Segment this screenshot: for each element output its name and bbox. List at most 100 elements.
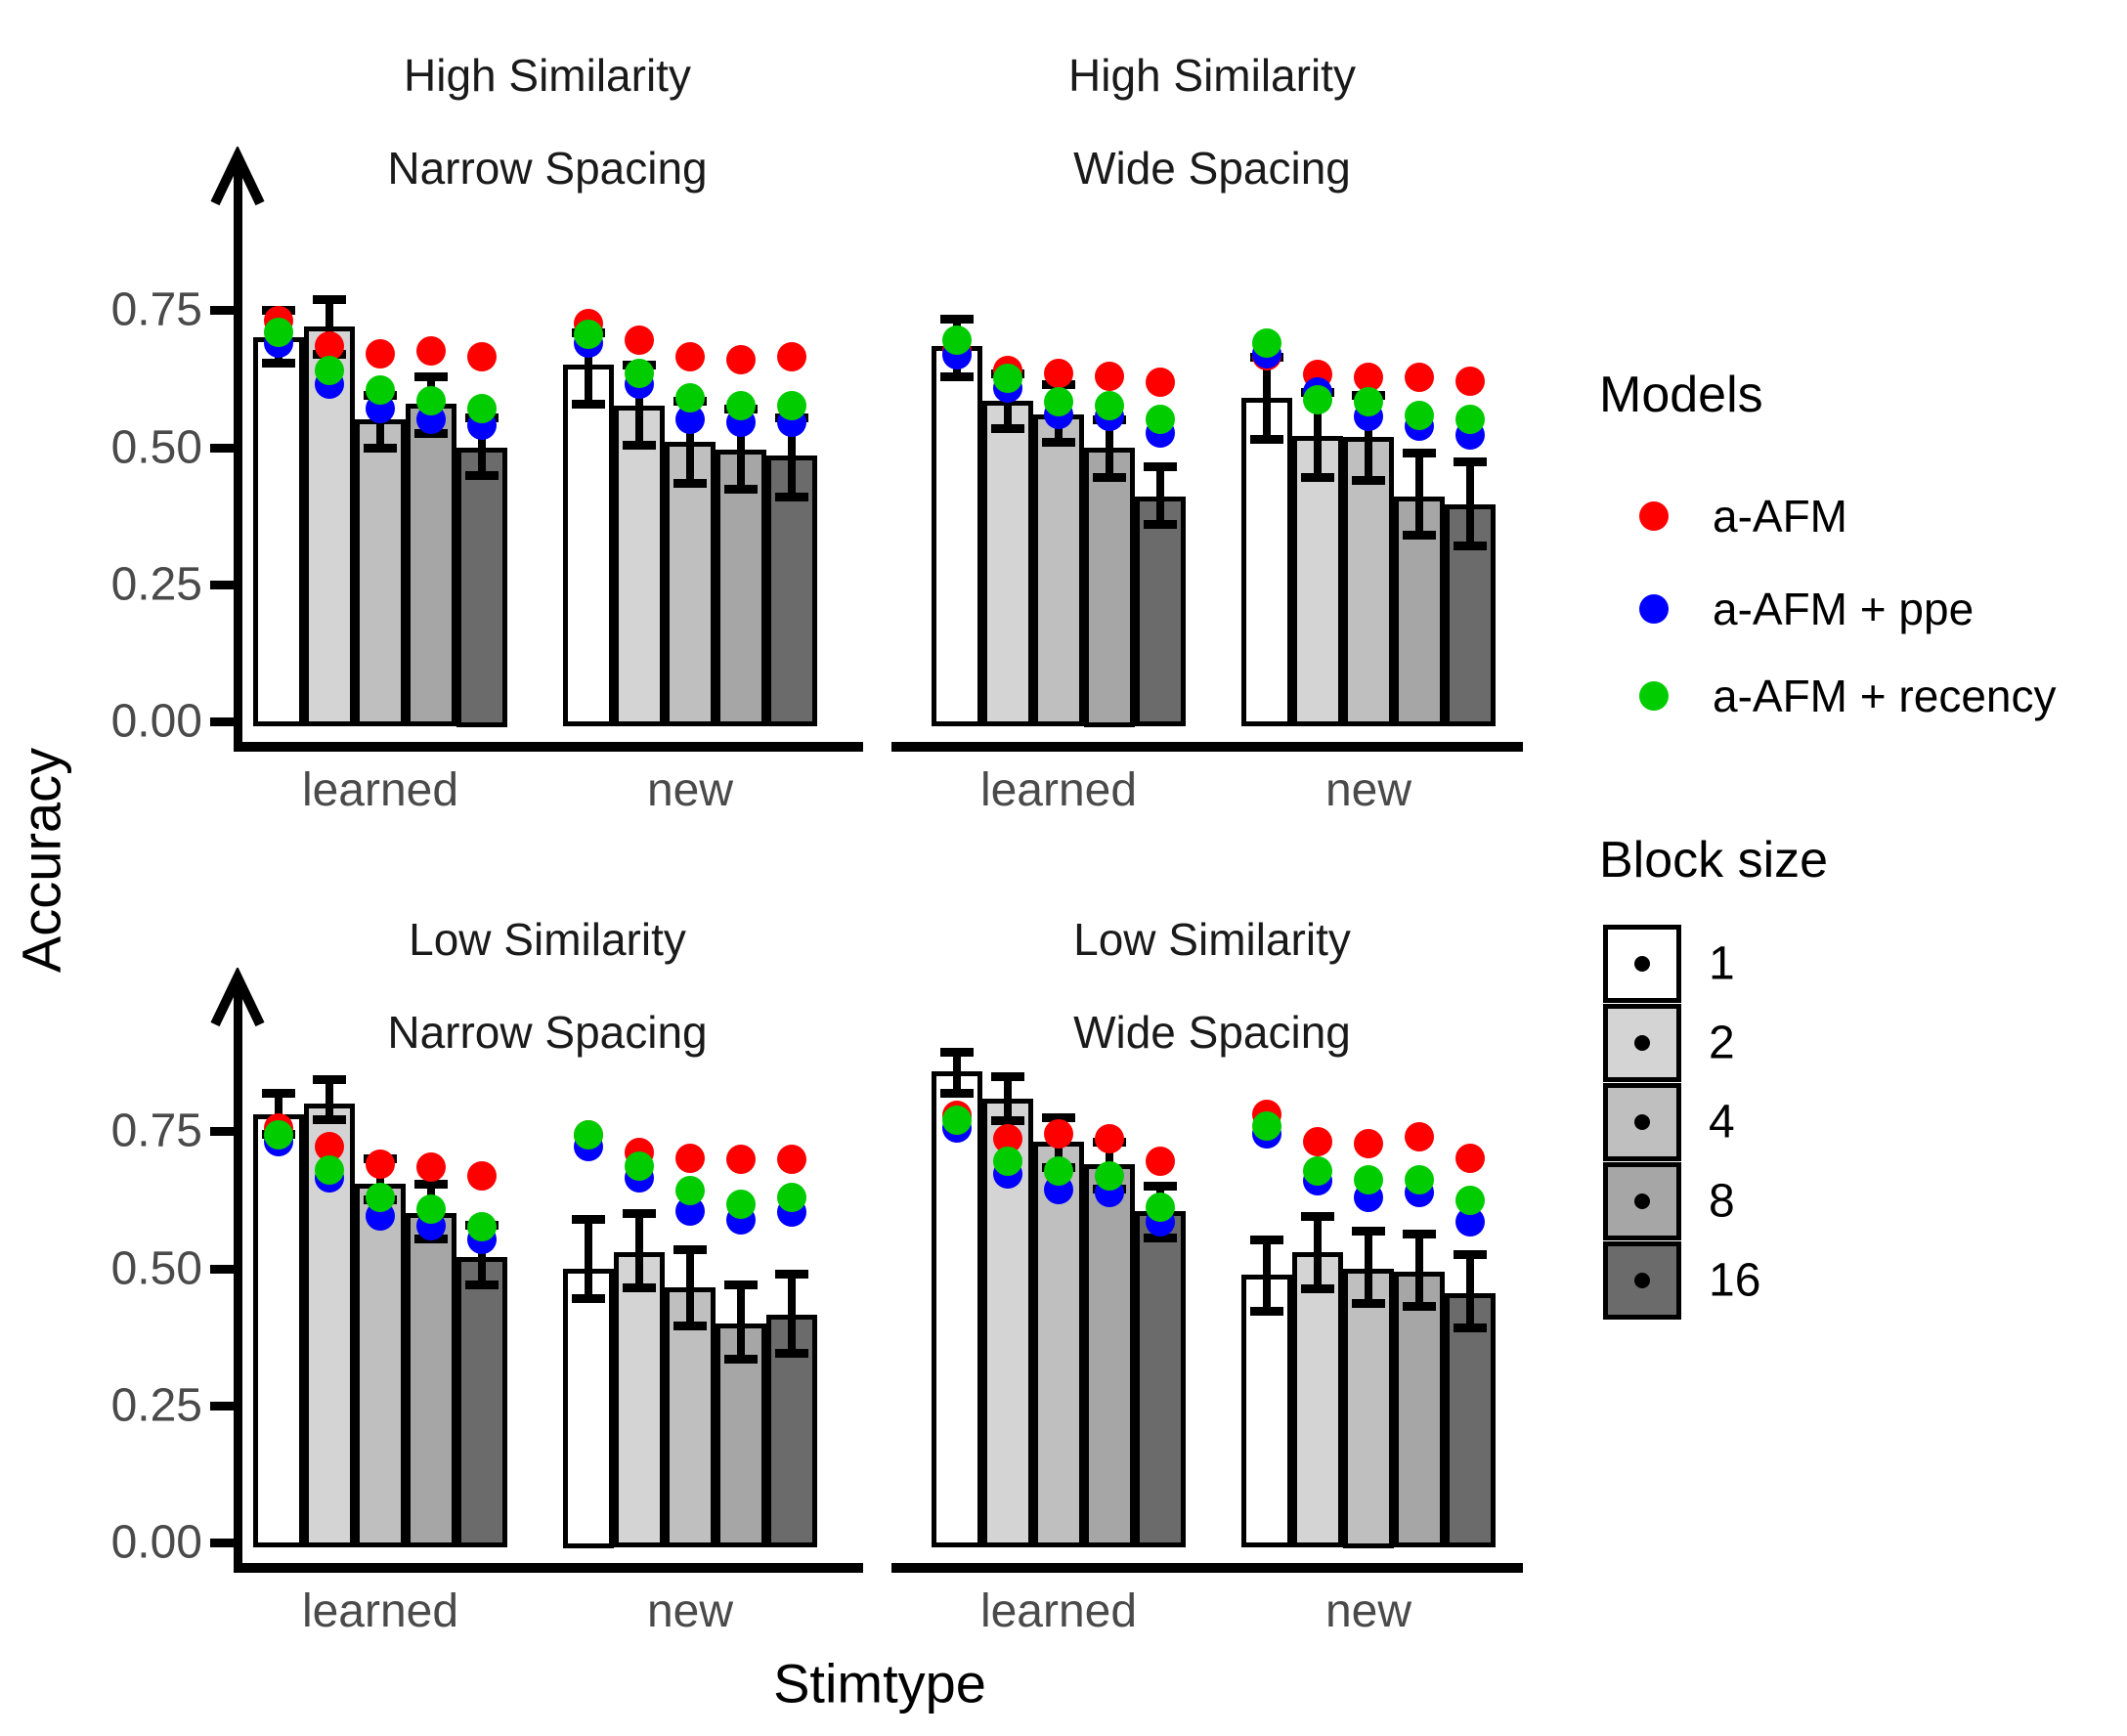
dot-a_afm_recency-high-narrow-new-block2 (625, 359, 654, 388)
dot-a_afm_recency-low-wide-new-block2 (1303, 1156, 1332, 1186)
dot-a_afm_recency-high-wide-learned-block1 (942, 326, 972, 355)
legend-key-dot-icon (1634, 1273, 1650, 1288)
y-tick-label: 0.75 (110, 283, 202, 336)
y-axis-arrow-icon (208, 966, 267, 1030)
bar-low-wide-new-block2 (1292, 1252, 1343, 1547)
legend-blocksize-key-16 (1603, 1241, 1681, 1320)
dot-a_afm_recency-low-narrow-new-block4 (675, 1176, 705, 1205)
errorbar-cap-bottom (623, 1283, 656, 1292)
errorbar-cap-bottom (991, 424, 1024, 433)
dot-a_afm_recency-low-narrow-learned-block8 (416, 1194, 446, 1224)
dot-a_afm-low-wide-new-block8 (1405, 1122, 1434, 1151)
errorbar-stem (585, 1219, 592, 1298)
bar-low-narrow-new-block1 (563, 1269, 614, 1548)
bar-low-wide-new-block4 (1343, 1269, 1394, 1548)
dot-a_afm_recency-high-wide-learned-block4 (1044, 387, 1073, 416)
bar-high-narrow-learned-block2 (304, 326, 355, 726)
errorbar-cap-bottom (1454, 542, 1487, 550)
legend-dot-icon-a_afm (1639, 501, 1669, 531)
dot-a_afm_recency-low-narrow-new-block8 (726, 1190, 756, 1219)
legend-models-item-a_afm: a-AFM (1639, 490, 1847, 542)
dot-a_afm_recency-high-narrow-new-block1 (574, 320, 603, 349)
dot-a_afm-high-narrow-learned-block16 (467, 342, 497, 371)
errorbar-cap-bottom (623, 441, 656, 450)
dot-a_afm_recency-low-wide-new-block8 (1405, 1165, 1434, 1194)
errorbar-cap-bottom (775, 1349, 808, 1358)
errorbar-stem (1365, 1231, 1372, 1303)
dot-a_afm-high-wide-learned-block4 (1044, 359, 1073, 388)
dot-a_afm_recency-high-narrow-learned-block8 (416, 386, 446, 415)
dot-a_afm_recency-low-wide-new-block1 (1252, 1111, 1281, 1141)
errorbar-cap-top (572, 1215, 605, 1224)
bar-low-wide-new-block1 (1241, 1275, 1292, 1547)
errorbar-stem (1415, 1234, 1423, 1306)
errorbar-cap-top (1403, 1230, 1436, 1238)
legend-models-item-a_afm_ppe: a-AFM + ppe (1639, 583, 1974, 635)
dot-a_afm_recency-low-wide-learned-block16 (1146, 1193, 1175, 1222)
dot-a_afm_recency-high-wide-learned-block2 (993, 364, 1022, 393)
bar-high-wide-learned-block16 (1135, 497, 1186, 726)
x-category-label-high-wide-learned: learned (979, 764, 1138, 816)
legend-key-dot-icon (1634, 1035, 1650, 1051)
dot-a_afm-high-narrow-learned-block8 (416, 336, 446, 366)
dot-a_afm_recency-high-wide-new-block2 (1303, 385, 1332, 414)
errorbar-cap-bottom (775, 493, 808, 501)
legend-models-label-a_afm_ppe: a-AFM + ppe (1713, 584, 1975, 634)
dot-a_afm-low-narrow-new-block16 (777, 1145, 806, 1174)
dot-a_afm-low-narrow-learned-block4 (366, 1150, 395, 1179)
y-tick-label: 0.75 (110, 1105, 202, 1157)
legend-blocksize-key-1 (1603, 925, 1681, 1003)
errorbar-cap-bottom (1301, 473, 1334, 482)
errorbar-cap-top (1144, 462, 1177, 471)
dot-a_afm-low-wide-learned-block16 (1146, 1147, 1175, 1176)
errorbar-cap-bottom (673, 1322, 707, 1330)
legend-blocksize-label-16: 16 (1709, 1254, 1761, 1307)
dot-a_afm_recency-low-wide-learned-block1 (942, 1106, 972, 1135)
legend-blocksize-key-2 (1603, 1004, 1681, 1082)
errorbar-cap-top (623, 1209, 656, 1218)
bar-high-narrow-learned-block8 (406, 404, 456, 726)
errorbar-cap-bottom (1301, 1284, 1334, 1293)
dot-a_afm-low-narrow-new-block8 (726, 1145, 756, 1174)
x-axis-line-row0-col0 (234, 742, 863, 752)
bar-high-narrow-learned-block4 (355, 419, 406, 726)
bar-low-narrow-learned-block4 (355, 1184, 406, 1547)
y-tick-label: 0.00 (110, 695, 202, 748)
errorbar-stem (1263, 357, 1271, 439)
errorbar-cap-bottom (313, 1115, 346, 1124)
y-tick-label: 0.50 (110, 1242, 202, 1295)
facet-title-low-narrow-line2: Narrow Spacing (387, 1007, 708, 1058)
dot-a_afm_recency-high-wide-new-block1 (1252, 328, 1281, 358)
dot-a_afm-high-narrow-new-block4 (675, 342, 705, 371)
dot-a_afm-low-wide-new-block2 (1303, 1127, 1332, 1156)
dot-a_afm_recency-high-narrow-learned-block2 (315, 356, 344, 385)
legend-key-dot-icon (1634, 1194, 1650, 1209)
errorbar-stem (788, 1274, 796, 1353)
errorbar-stem (326, 299, 333, 354)
bar-low-wide-new-block8 (1394, 1272, 1445, 1547)
errorbar-stem (1314, 1216, 1322, 1288)
y-tick-mark (210, 306, 234, 315)
errorbar-cap-top (724, 1280, 758, 1289)
errorbar-cap-top (1403, 449, 1436, 457)
x-category-label-low-wide-new: new (1324, 1585, 1412, 1637)
legend-blocksize-title: Block size (1599, 832, 1829, 889)
errorbar-stem (1466, 1254, 1474, 1326)
dot-a_afm-high-narrow-new-block16 (777, 342, 806, 371)
errorbar-stem (1156, 466, 1164, 524)
bar-high-wide-new-block2 (1292, 436, 1343, 726)
errorbar-cap-bottom (572, 1294, 605, 1303)
dot-a_afm-high-wide-learned-block8 (1095, 362, 1124, 391)
dot-a_afm_recency-high-narrow-new-block8 (726, 391, 756, 420)
dot-a_afm_recency-low-narrow-learned-block2 (315, 1155, 344, 1185)
errorbar-stem (585, 332, 592, 404)
y-tick-label: 0.50 (110, 421, 202, 474)
errorbar-stem (478, 417, 486, 475)
legend-dot-icon-a_afm_recency (1639, 681, 1669, 711)
x-category-label-high-narrow-new: new (646, 764, 734, 816)
dot-a_afm-high-wide-new-block8 (1405, 363, 1434, 392)
errorbar-stem (737, 1284, 745, 1359)
facet-title-high-narrow-line1: High Similarity (404, 50, 691, 101)
bar-high-wide-new-block4 (1343, 437, 1394, 726)
y-tick-mark (210, 1265, 234, 1274)
